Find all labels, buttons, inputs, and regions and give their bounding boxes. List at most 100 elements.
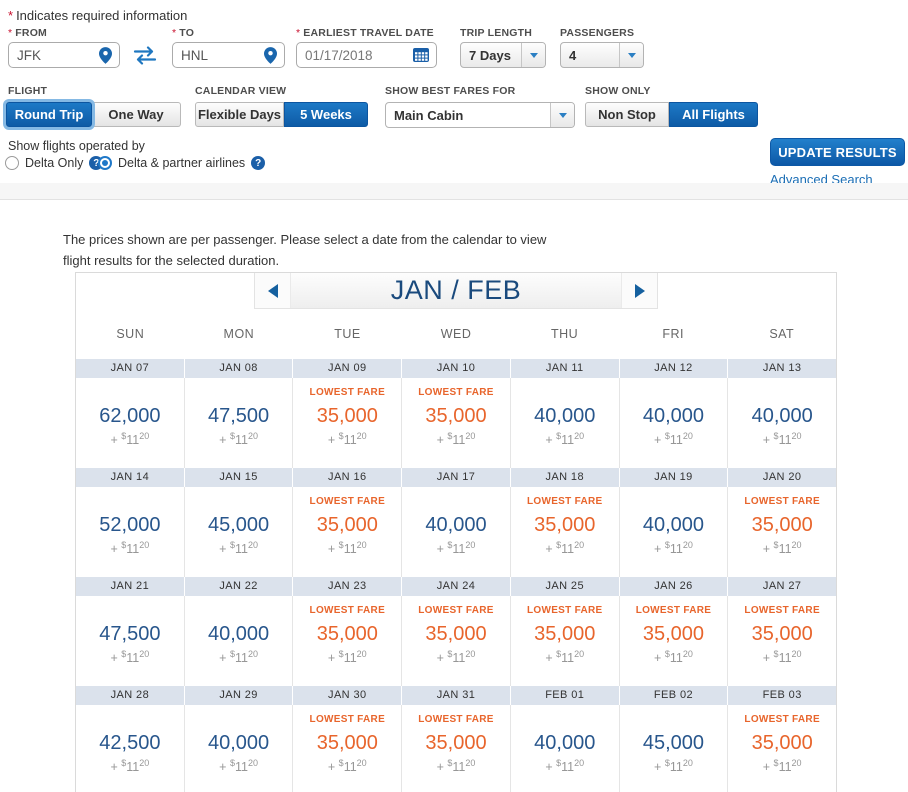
date-label: JAN 26 [619,577,729,596]
one-way-button[interactable]: One Way [92,102,181,127]
fare-cell[interactable]: 47,500 + $1120 [76,596,185,686]
fare-cell[interactable]: LOWEST FARE 35,000 + $1120 [293,705,403,792]
fare-taxes: + $1120 [110,431,150,448]
lowest-fare-label: LOWEST FARE [418,714,494,725]
fare-cell[interactable]: LOWEST FARE 35,000 + $1120 [293,378,403,468]
fare-cell[interactable]: 40,000 + $1120 [402,487,511,577]
calendar-icon[interactable] [413,48,429,62]
month-title: JAN / FEB [390,275,522,305]
fare-cell[interactable]: 40,000 + $1120 [619,378,729,468]
to-input[interactable] [181,47,249,63]
date-label: JAN 29 [184,686,294,705]
radio-checked[interactable] [98,156,112,170]
fare-miles: 52,000 [99,514,161,536]
fare-cell[interactable]: LOWEST FARE 35,000 + $1120 [293,596,403,686]
fare-taxes: + $1120 [762,649,802,666]
from-field[interactable] [8,42,120,68]
from-input[interactable] [17,47,84,63]
fare-cell[interactable]: LOWEST FARE 35,000 + $1120 [619,596,729,686]
fare-cell[interactable]: LOWEST FARE 35,000 + $1120 [402,378,511,468]
chevron-down-icon[interactable] [521,43,545,67]
passengers-select[interactable]: 4 [560,42,644,68]
fare-cell[interactable]: 40,000 + $1120 [510,705,620,792]
chevron-left-icon[interactable] [255,273,291,308]
to-label: * TO [172,27,195,39]
lowest-fare-label: LOWEST FARE [526,605,603,616]
fare-miles: 47,500 [99,623,161,645]
fare-cell[interactable]: 40,000 + $1120 [728,378,837,468]
fare-cell[interactable]: LOWEST FARE 35,000 + $1120 [728,487,837,577]
calendar-header: JAN / FEB [254,273,658,309]
date-label: JAN 10 [402,359,511,378]
day-header: TUE [334,327,361,341]
fare-taxes: + $1120 [327,758,367,775]
fare-cell[interactable]: 40,000 + $1120 [510,378,620,468]
fare-taxes: + $1120 [545,758,585,775]
fare-cell[interactable]: 40,000 + $1120 [619,487,729,577]
delta-only-radio-row[interactable]: Delta Only ? [5,156,104,170]
lowest-fare-label: LOWEST FARE [744,714,820,725]
fare-taxes: + $1120 [219,431,258,448]
week-date-row: JAN 28 JAN 29 JAN 30 JAN 31 FEB 01 FEB 02 FEB … [76,686,837,705]
fare-cell[interactable]: LOWEST FARE 35,000 + $1120 [728,596,837,686]
non-stop-button[interactable]: Non Stop [585,102,669,127]
delta-partner-radio-row[interactable]: Delta & partner airlines ? [98,156,266,170]
location-pin-icon[interactable] [264,46,277,64]
fare-taxes: + $1120 [654,649,693,666]
chevron-down-icon[interactable] [619,43,643,67]
date-label: JAN 21 [76,577,185,596]
calendar-view-toggle: Flexible Days 5 Weeks [195,102,368,127]
update-results-button[interactable]: UPDATE RESULTS [770,138,905,166]
fare-cell[interactable]: 52,000 + $1120 [76,487,185,577]
trip-length-select[interactable]: 7 Days [460,42,546,68]
day-header: FRI [662,327,684,341]
fare-miles: 35,000 [642,623,705,645]
fare-cell[interactable]: 40,000 + $1120 [184,596,294,686]
fare-cell[interactable]: 62,000 + $1120 [76,378,185,468]
fare-taxes: + $1120 [654,758,693,775]
chevron-right-icon[interactable] [621,273,657,308]
radio-unchecked[interactable] [5,156,19,170]
fare-cell[interactable]: LOWEST FARE 35,000 + $1120 [293,487,403,577]
fare-miles: 35,000 [425,623,487,645]
swap-arrows-icon[interactable] [133,45,157,65]
fare-cell[interactable]: LOWEST FARE 35,000 + $1120 [510,596,620,686]
best-fares-value: Main Cabin [394,107,464,123]
fare-cell[interactable]: 47,500 + $1120 [184,378,294,468]
question-icon[interactable]: ? [251,156,266,170]
fare-miles: 35,000 [751,732,813,754]
earliest-travel-date-field[interactable] [296,42,437,68]
location-pin-icon[interactable] [99,46,112,64]
calendar-view-label: CALENDAR VIEW [195,85,287,97]
delta-only-label: Delta Only [25,156,84,170]
date-label: JAN 27 [728,577,837,596]
fare-cell[interactable]: LOWEST FARE 35,000 + $1120 [402,596,511,686]
fare-cell[interactable]: LOWEST FARE 35,000 + $1120 [510,487,620,577]
fare-cell[interactable]: LOWEST FARE 35,000 + $1120 [728,705,837,792]
date-label: JAN 17 [402,468,511,487]
best-fares-select[interactable]: Main Cabin [385,102,575,128]
round-trip-button[interactable]: Round Trip [6,102,92,127]
to-field[interactable] [172,42,285,68]
fare-taxes: + $1120 [654,540,693,557]
date-label: JAN 25 [510,577,620,596]
five-weeks-button[interactable]: 5 Weeks [284,102,368,127]
fare-cell[interactable]: 45,000 + $1120 [184,487,294,577]
lowest-fare-label: LOWEST FARE [526,496,603,507]
flexible-days-button[interactable]: Flexible Days [195,102,284,127]
section-divider [0,183,908,200]
date-label: JAN 12 [619,359,729,378]
fare-cell[interactable]: LOWEST FARE 35,000 + $1120 [402,705,511,792]
date-input[interactable] [305,47,392,63]
fare-cell[interactable]: 40,000 + $1120 [184,705,294,792]
fare-cell[interactable]: 45,000 + $1120 [619,705,729,792]
date-label: JAN 23 [293,577,403,596]
chevron-down-icon[interactable] [550,103,574,127]
fare-taxes: + $1120 [110,540,150,557]
fare-cell[interactable]: 42,500 + $1120 [76,705,185,792]
fare-taxes: + $1120 [762,431,802,448]
all-flights-button[interactable]: All Flights [669,102,758,127]
date-label: JAN 22 [184,577,294,596]
fare-taxes: + $1120 [762,758,802,775]
date-label: JAN 11 [510,359,620,378]
